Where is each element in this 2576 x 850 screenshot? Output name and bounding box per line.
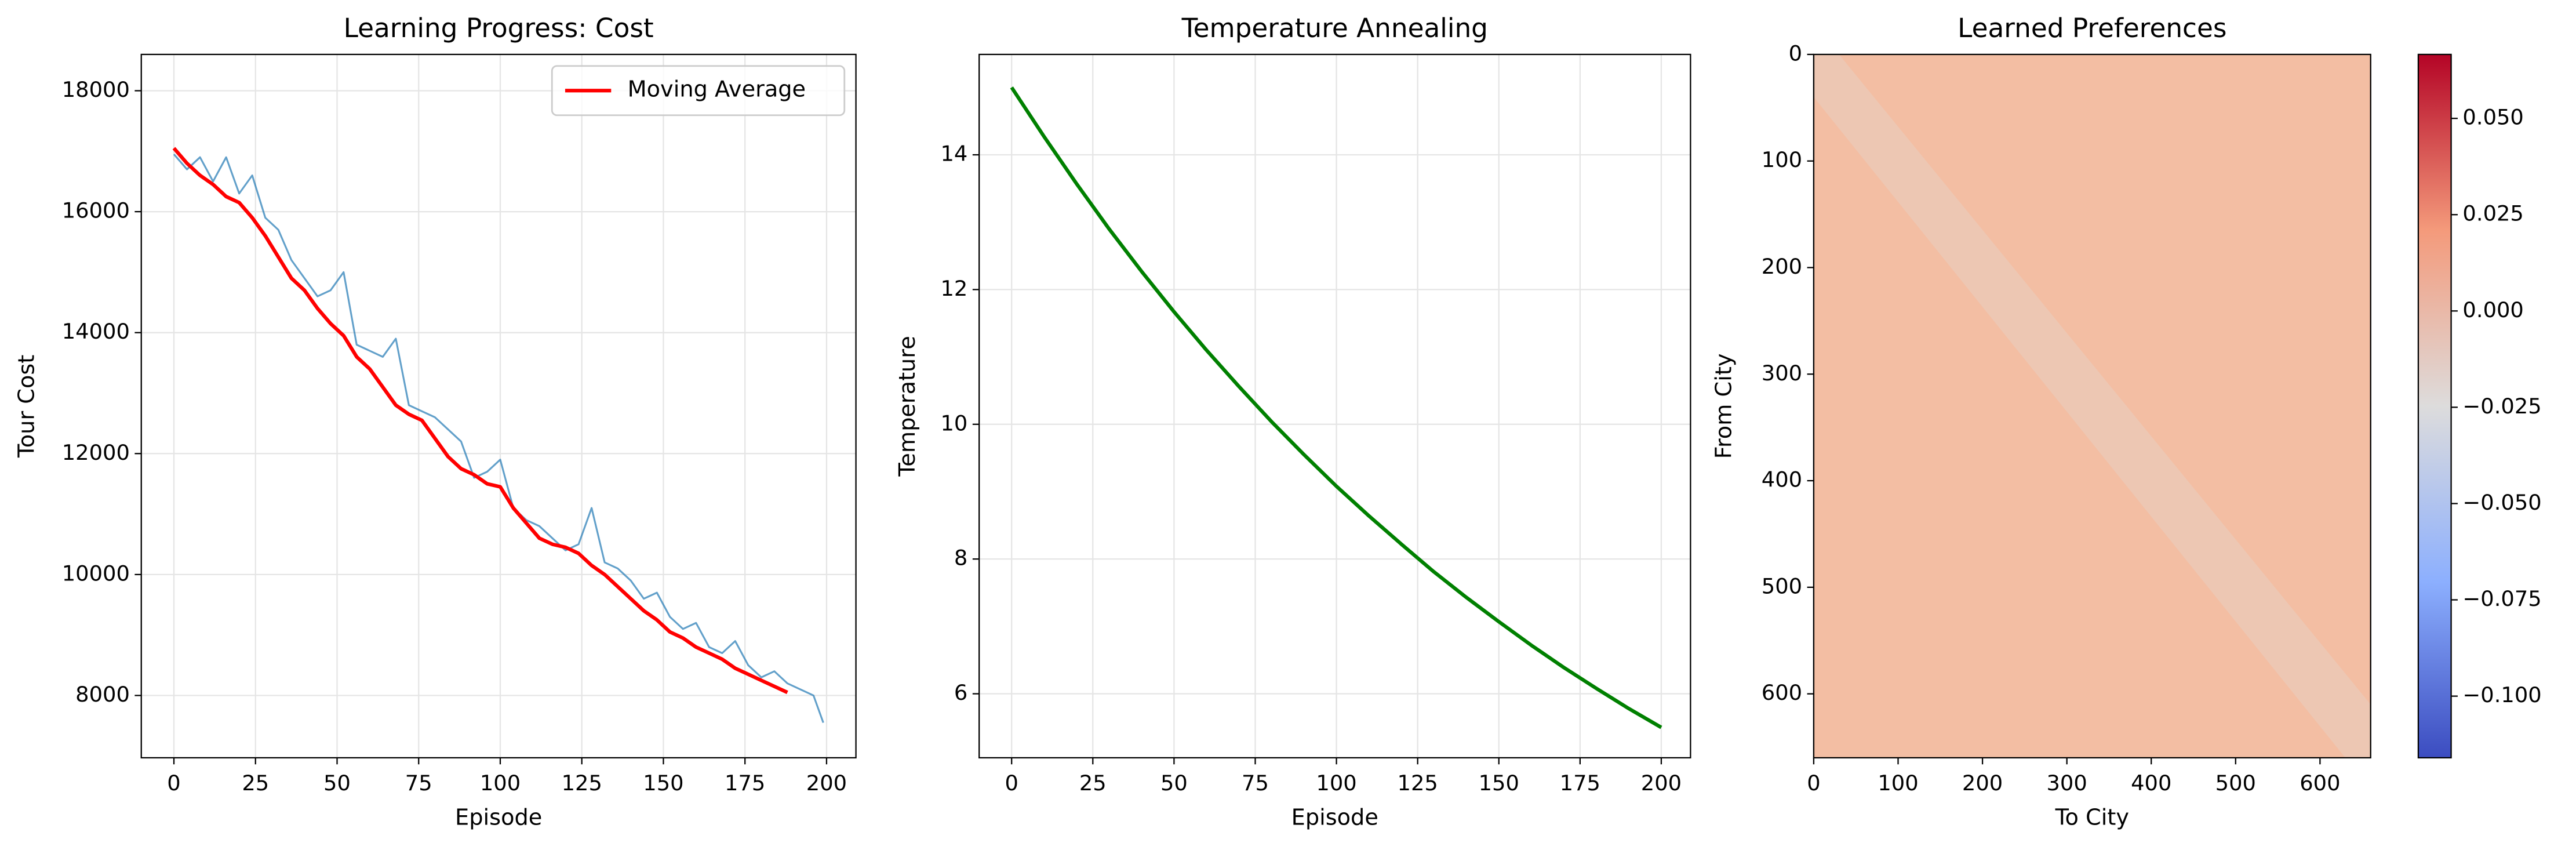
x-tick-label: 300 <box>2047 771 2087 795</box>
x-tick-label: 150 <box>643 771 683 795</box>
x-tick-label: 75 <box>1242 771 1269 795</box>
chart-title: Learning Progress: Cost <box>344 13 654 43</box>
y-tick-label: 12 <box>940 276 967 301</box>
y-tick-label: 400 <box>1762 467 1802 492</box>
y-tick-label: 8000 <box>75 682 130 707</box>
x-tick-label: 125 <box>562 771 602 795</box>
colorbar-tick-label: −0.075 <box>2462 586 2541 611</box>
x-tick-label: 100 <box>1878 771 1918 795</box>
x-tick-label: 200 <box>1641 771 1682 795</box>
x-tick-label: 150 <box>1479 771 1519 795</box>
data-line <box>1010 86 1662 729</box>
y-tick-label: 0 <box>1789 41 1802 66</box>
x-tick-label: 175 <box>1560 771 1600 795</box>
colorbar-tick-label: 0.000 <box>2462 297 2523 322</box>
y-tick-label: 14000 <box>62 319 130 344</box>
x-axis-label: Episode <box>1291 804 1378 830</box>
x-tick-label: 600 <box>2300 771 2340 795</box>
colorbar-tick-label: 0.025 <box>2462 201 2523 226</box>
y-tick-label: 16000 <box>62 198 130 223</box>
y-tick-label: 12000 <box>62 440 130 465</box>
y-tick-label: 8 <box>954 546 967 571</box>
y-tick-label: 100 <box>1762 147 1802 172</box>
axes-frame <box>978 53 1691 759</box>
x-tick-label: 25 <box>1079 771 1107 795</box>
y-tick-label: 6 <box>954 680 967 705</box>
x-tick-label: 175 <box>725 771 765 795</box>
x-tick-label: 50 <box>1160 771 1188 795</box>
y-tick-label: 18000 <box>62 77 130 102</box>
x-axis-label: Episode <box>455 804 542 830</box>
y-axis-label: Temperature <box>894 336 920 477</box>
data-line <box>173 153 824 723</box>
x-tick-label: 25 <box>242 771 269 795</box>
x-tick-label: 100 <box>1316 771 1356 795</box>
x-tick-label: 0 <box>1807 771 1820 795</box>
y-tick-label: 200 <box>1762 254 1802 279</box>
heatmap-diagonal <box>1813 54 2371 758</box>
x-tick-label: 0 <box>167 771 180 795</box>
x-tick-label: 100 <box>480 771 521 795</box>
y-tick-label: 500 <box>1762 573 1802 598</box>
data-line <box>172 147 788 695</box>
x-tick-label: 200 <box>1962 771 2003 795</box>
colorbar <box>2417 53 2452 759</box>
colorbar-tick-label: −0.050 <box>2462 490 2541 515</box>
x-tick-label: 75 <box>405 771 432 795</box>
y-axis-label: Tour Cost <box>14 355 40 458</box>
y-tick-label: 14 <box>940 141 967 166</box>
x-tick-label: 125 <box>1398 771 1438 795</box>
x-tick-label: 0 <box>1005 771 1018 795</box>
axes-frame <box>1813 53 2371 759</box>
colorbar-tick-label: −0.025 <box>2462 394 2541 419</box>
colorbar-tick-label: −0.100 <box>2462 682 2541 707</box>
colorbar-tick-label: 0.050 <box>2462 105 2523 130</box>
grid-layer <box>141 54 1691 758</box>
axes-frame <box>140 53 857 759</box>
chart-title: Learned Preferences <box>1958 13 2226 43</box>
y-tick-label: 10000 <box>62 561 130 586</box>
x-tick-label: 50 <box>323 771 351 795</box>
x-tick-label: 200 <box>806 771 847 795</box>
heatmap-image <box>1813 54 2371 758</box>
y-tick-label: 600 <box>1762 680 1802 705</box>
x-tick-label: 500 <box>2215 771 2256 795</box>
x-tick-label: 400 <box>2131 771 2171 795</box>
y-tick-label: 10 <box>940 411 967 435</box>
data-layer <box>172 53 2452 759</box>
y-axis-label: From City <box>1711 353 1737 459</box>
chart-title: Temperature Annealing <box>1181 13 1488 43</box>
legend-label: Moving Average <box>628 77 806 103</box>
legend-box <box>551 65 846 117</box>
y-tick-label: 300 <box>1762 361 1802 386</box>
x-axis-label: To City <box>2055 804 2129 830</box>
